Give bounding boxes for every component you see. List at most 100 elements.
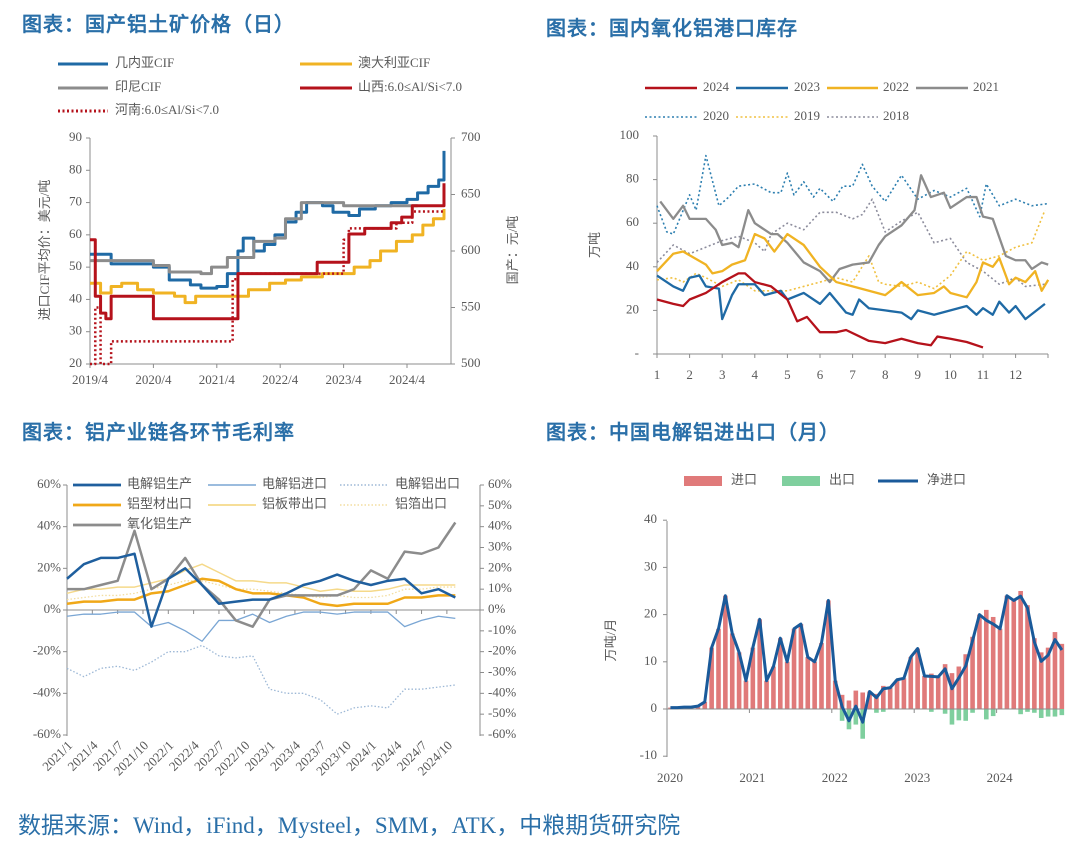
x-tick-label: 7 xyxy=(849,367,856,382)
x-tick-label: 2022/4 xyxy=(262,372,299,387)
legend-label: 山西:6.0≤Al/Si<7.0 xyxy=(358,79,462,94)
import-bar xyxy=(826,600,831,709)
series-line-铝箔出口 xyxy=(66,580,456,601)
export-bar xyxy=(970,709,975,713)
series-line-2023 xyxy=(656,274,1046,321)
y-axis-title: 万吨 xyxy=(587,232,602,258)
series-line-2024 xyxy=(656,272,984,349)
import-bar xyxy=(1011,600,1017,709)
legend-label: 铝型材出口 xyxy=(127,496,192,511)
y-tick-label: 80 xyxy=(626,171,639,186)
y-tick-label: 60 xyxy=(69,226,82,241)
import-bar xyxy=(805,657,811,709)
y2-tick-label: -40% xyxy=(488,684,516,699)
series-line-2021 xyxy=(659,174,1049,284)
y-axis-title: 进口CIF平均价：美元/吨 xyxy=(37,180,52,321)
y-tick-label: 0 xyxy=(651,700,658,715)
y2-tick-label: -50% xyxy=(488,705,516,720)
import-bar xyxy=(860,692,865,709)
legend-label: 电解铝生产 xyxy=(127,476,192,491)
import-bar xyxy=(942,664,948,709)
x-tick-label: 10 xyxy=(944,367,957,382)
legend-label: 2021 xyxy=(973,79,999,94)
export-bar xyxy=(1052,709,1058,717)
y-tick-label: 40% xyxy=(37,518,61,533)
y-axis-title: 万吨/月 xyxy=(603,619,618,662)
x-tick-label: 3 xyxy=(719,367,726,382)
series-line-0 xyxy=(90,150,446,290)
import-bar xyxy=(997,628,1003,709)
export-bar xyxy=(1018,709,1023,715)
series-line-2020 xyxy=(656,154,1049,235)
y2-tick-label: 20% xyxy=(488,559,512,574)
import-bar xyxy=(702,701,708,709)
series-line-铝板带出口 xyxy=(66,563,456,595)
x-tick-label: 5 xyxy=(784,367,791,382)
import-bar xyxy=(716,628,721,709)
import-bar xyxy=(887,687,893,709)
y-tick-label: 30 xyxy=(644,558,657,573)
import-bar xyxy=(874,693,879,709)
x-tick-label: 6 xyxy=(817,367,824,382)
legend: 进口 出口 净进口 xyxy=(684,472,966,487)
legend: 2024 2023 2022 2021 2020 2019 2018 xyxy=(645,79,999,123)
alumina-port-inventory-chart: 2024 2023 2022 2021 2020 2019 2018 - 20 40 60 80 100… xyxy=(587,79,1050,382)
export-bar xyxy=(1032,709,1037,713)
x-tick-label: 2019/4 xyxy=(72,372,109,387)
x-tick-label: 12 xyxy=(1009,367,1022,382)
y-tick-label: 30 xyxy=(69,323,82,338)
series-line-铝型材出口 xyxy=(66,577,456,608)
import-bar xyxy=(1018,591,1023,709)
y-tick-label: 70 xyxy=(69,194,82,209)
export-bar xyxy=(984,709,989,720)
export-bar xyxy=(949,709,955,725)
legend-label: 氧化铝生产 xyxy=(127,516,192,531)
y2-axis-title: 国产：元/吨 xyxy=(505,216,520,285)
y2-tick-label: -10% xyxy=(488,622,516,637)
y2-tick-label: 50% xyxy=(488,497,512,512)
y2-tick-label: 40% xyxy=(488,518,512,533)
y-tick-label: 100 xyxy=(620,127,640,142)
y2-tick-label: 600 xyxy=(461,242,481,257)
series-line-氧化铝生产 xyxy=(67,521,457,628)
y-tick-label: 60% xyxy=(37,476,61,491)
legend-label: 电解铝出口 xyxy=(395,476,460,491)
y-tick-label: 40 xyxy=(626,258,639,273)
legend-label: 净进口 xyxy=(927,472,966,487)
y2-tick-label: 60% xyxy=(488,476,512,491)
series-line-2018 xyxy=(656,198,1046,288)
legend-label: 印尼CIF xyxy=(115,79,161,94)
chart2-title: 图表：国内氧化铝港口库存 xyxy=(546,18,798,40)
import-bar xyxy=(757,619,762,709)
import-bar xyxy=(881,685,886,709)
series-line-4 xyxy=(90,210,444,366)
series-line-2022 xyxy=(656,232,1050,299)
series-line-电解铝生产 xyxy=(66,552,456,628)
x-tick-label: 2023/4 xyxy=(326,372,363,387)
import-bar xyxy=(846,700,852,709)
import-bar xyxy=(764,680,769,709)
x-tick-label: 1 xyxy=(654,367,661,382)
import-bar xyxy=(771,666,776,709)
y-tick-label: -60% xyxy=(33,726,61,741)
import-bar xyxy=(784,661,790,709)
export-bar xyxy=(1059,709,1065,716)
export-bar xyxy=(990,709,996,717)
legend-label: 进口 xyxy=(731,472,757,487)
bauxite-price-chart: 几内亚CIF 澳大利亚CIF 印尼CIF 山西:6.0≤Al/Si<7.0 河南:6.0… xyxy=(37,55,520,387)
import-bar xyxy=(949,673,955,709)
export-bar xyxy=(942,709,948,714)
y2-tick-label: 650 xyxy=(461,185,481,200)
import-bar xyxy=(894,679,900,709)
x-tick-label: 9 xyxy=(915,367,922,382)
export-bar xyxy=(1038,709,1044,718)
data-source-note: 数据来源：Wind，iFind，Mysteel，SMM，ATK，中粮期货研究院 xyxy=(18,813,681,838)
import-bar xyxy=(798,624,804,709)
y-tick-label: - xyxy=(635,345,639,360)
y2-tick-label: -30% xyxy=(488,663,516,678)
legend-label: 2020 xyxy=(703,108,729,123)
x-tick-label: 11 xyxy=(977,367,990,382)
x-tick-label: 2021/4 xyxy=(199,372,236,387)
import-bar xyxy=(935,676,941,709)
